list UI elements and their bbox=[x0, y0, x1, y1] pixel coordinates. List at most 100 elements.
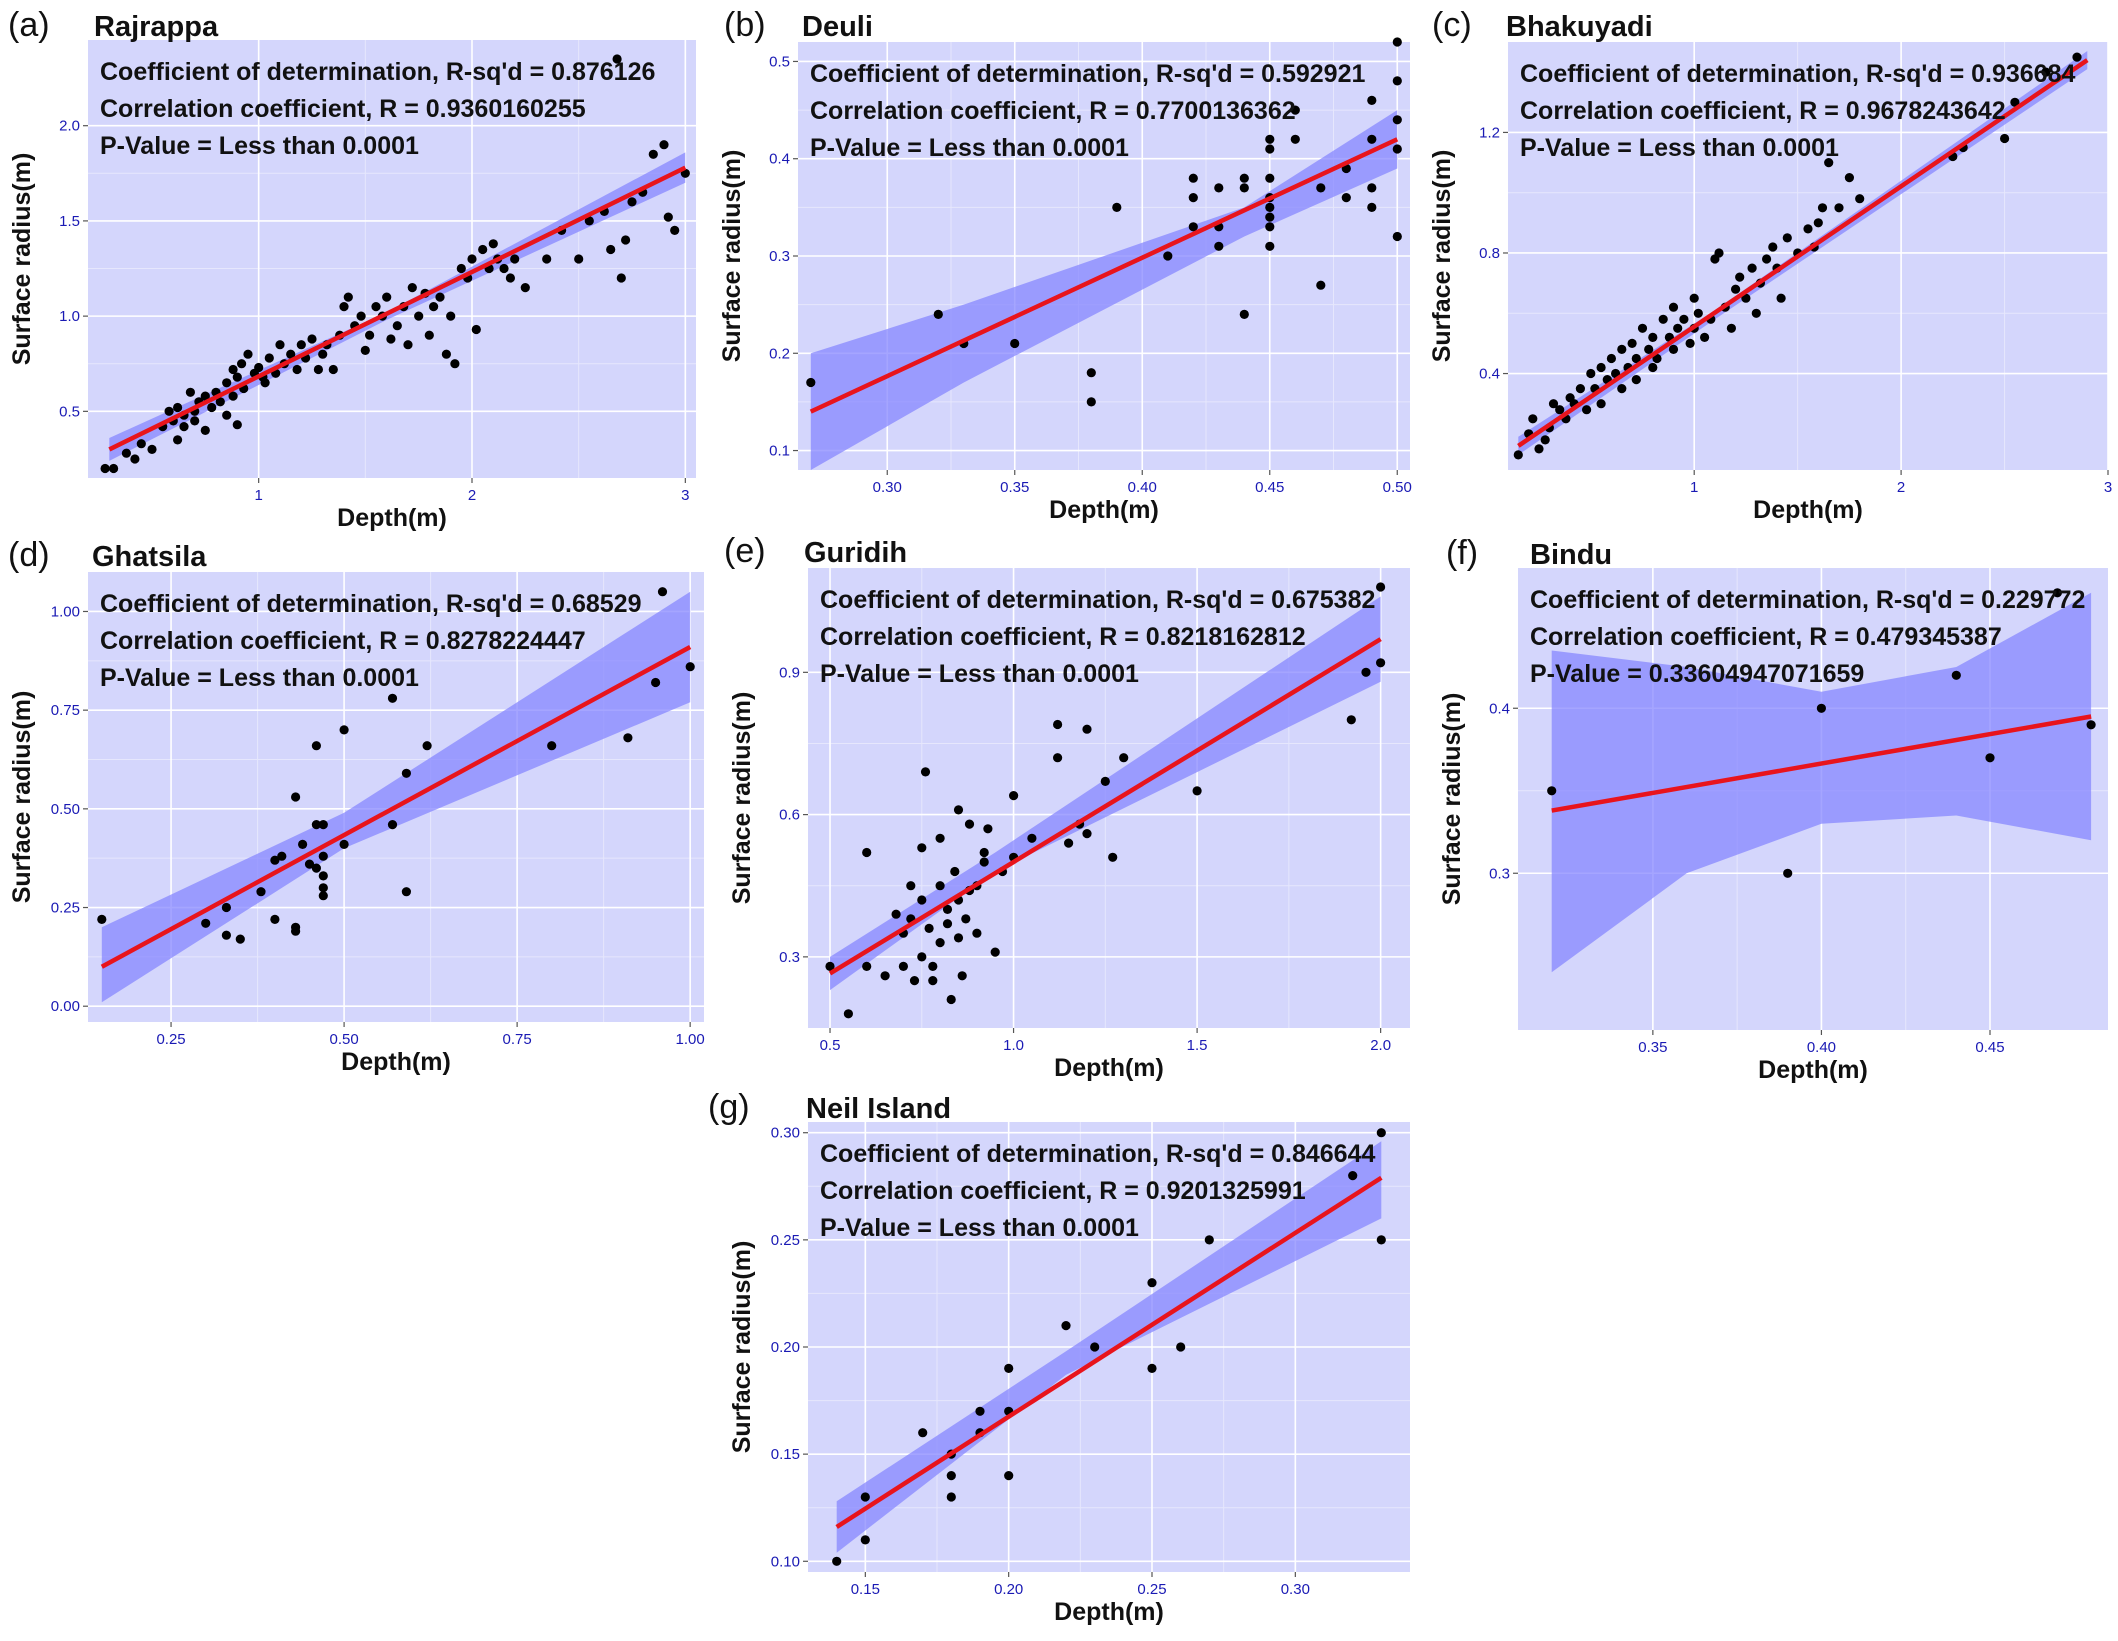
data-point bbox=[928, 961, 938, 972]
x-axis-label: Depth(m) bbox=[1049, 496, 1159, 524]
x-tick-label: 1 bbox=[1690, 479, 1698, 496]
panel-label: (f) bbox=[1446, 534, 1478, 572]
stats-line: P-Value = 0.33604947071659 bbox=[1530, 660, 1864, 688]
data-point bbox=[1265, 173, 1275, 183]
panel-label: (e) bbox=[724, 532, 766, 570]
data-point bbox=[1803, 224, 1813, 234]
x-tick-label: 0.30 bbox=[873, 479, 902, 496]
y-axis-label: Surface radius(m) bbox=[8, 691, 36, 904]
x-tick-label: 0.35 bbox=[1000, 479, 1029, 496]
data-point bbox=[254, 362, 264, 373]
data-point bbox=[1009, 791, 1019, 801]
y-tick-label: 0.4 bbox=[1479, 366, 1500, 383]
data-point bbox=[670, 225, 680, 235]
y-tick-label: 0.6 bbox=[779, 807, 800, 824]
data-point bbox=[623, 733, 633, 743]
data-point bbox=[1768, 242, 1778, 252]
data-point bbox=[606, 244, 616, 255]
x-axis-label: Depth(m) bbox=[341, 1048, 451, 1076]
data-point bbox=[1534, 444, 1544, 454]
stats-line: Coefficient of determination, R-sq'd = 0… bbox=[100, 58, 655, 86]
data-point bbox=[275, 340, 285, 350]
stats-line: Coefficient of determination, R-sq'd = 0… bbox=[820, 586, 1375, 614]
data-point bbox=[1290, 105, 1300, 115]
data-point bbox=[1555, 405, 1565, 415]
data-point bbox=[318, 820, 328, 830]
x-tick-label: 3 bbox=[2104, 479, 2112, 496]
data-point bbox=[298, 839, 308, 850]
data-point bbox=[286, 349, 296, 359]
data-point bbox=[950, 866, 960, 877]
data-point bbox=[277, 851, 287, 861]
stats-line: Correlation coefficient, R = 0.936016025… bbox=[100, 95, 586, 123]
x-tick-label: 2.0 bbox=[1370, 1037, 1391, 1054]
data-point bbox=[243, 349, 253, 359]
data-point bbox=[307, 334, 317, 344]
data-point bbox=[946, 1471, 956, 1481]
data-point bbox=[318, 891, 328, 901]
data-point bbox=[1528, 414, 1538, 424]
data-point bbox=[933, 309, 943, 319]
data-point bbox=[318, 883, 328, 893]
data-point bbox=[1548, 399, 1559, 409]
data-point bbox=[1392, 37, 1402, 47]
data-point bbox=[1824, 158, 1834, 168]
data-point bbox=[387, 693, 398, 703]
y-tick-label: 0.50 bbox=[51, 801, 80, 818]
data-point bbox=[1596, 362, 1606, 373]
stats-line: Coefficient of determination, R-sq'd = 0… bbox=[1520, 60, 2075, 88]
data-point bbox=[1714, 248, 1724, 258]
x-tick-label: 0.25 bbox=[156, 1031, 185, 1048]
confidence-band bbox=[836, 1141, 1382, 1553]
data-point bbox=[935, 938, 945, 948]
data-point bbox=[356, 311, 366, 321]
data-point bbox=[920, 767, 931, 777]
data-point bbox=[371, 302, 381, 312]
data-point bbox=[898, 961, 909, 972]
y-tick-label: 0.30 bbox=[771, 1125, 800, 1142]
data-point bbox=[456, 263, 466, 274]
data-point bbox=[1290, 134, 1300, 144]
data-point bbox=[1188, 222, 1198, 232]
data-point bbox=[318, 851, 328, 861]
data-point bbox=[1685, 338, 1695, 348]
data-point bbox=[2086, 720, 2096, 730]
data-point bbox=[179, 422, 189, 432]
x-axis-label: Depth(m) bbox=[1054, 1598, 1164, 1626]
data-point bbox=[237, 359, 247, 369]
data-point bbox=[422, 741, 432, 751]
data-point bbox=[222, 378, 232, 388]
data-point bbox=[401, 887, 411, 897]
data-point bbox=[928, 976, 938, 986]
data-point bbox=[164, 406, 174, 416]
data-point bbox=[1367, 95, 1377, 105]
y-tick-label: 0.15 bbox=[771, 1446, 800, 1463]
data-point bbox=[1239, 173, 1249, 183]
data-point bbox=[1265, 202, 1275, 212]
data-point bbox=[627, 197, 637, 207]
data-point bbox=[909, 976, 920, 986]
data-point bbox=[1726, 323, 1736, 333]
y-axis-label: Surface radius(m) bbox=[1428, 150, 1456, 363]
data-point bbox=[1627, 338, 1637, 348]
data-point bbox=[1061, 1321, 1071, 1331]
data-point bbox=[499, 263, 509, 274]
data-point bbox=[953, 805, 964, 815]
data-point bbox=[260, 378, 270, 388]
data-point bbox=[235, 934, 245, 944]
data-point bbox=[1348, 1171, 1358, 1181]
data-point bbox=[1082, 829, 1092, 839]
panel-title: Deuli bbox=[802, 11, 873, 43]
data-point bbox=[505, 273, 515, 283]
data-point bbox=[1951, 670, 1961, 680]
data-point bbox=[414, 311, 424, 321]
data-point bbox=[1027, 833, 1037, 843]
data-point bbox=[1188, 173, 1198, 183]
data-point bbox=[1731, 284, 1741, 294]
data-point bbox=[1644, 344, 1654, 354]
data-point bbox=[311, 863, 321, 873]
y-tick-label: 1.5 bbox=[59, 213, 80, 230]
y-tick-label: 1.2 bbox=[1479, 124, 1500, 141]
data-point bbox=[1513, 450, 1523, 460]
stats-line: P-Value = Less than 0.0001 bbox=[820, 1214, 1139, 1242]
